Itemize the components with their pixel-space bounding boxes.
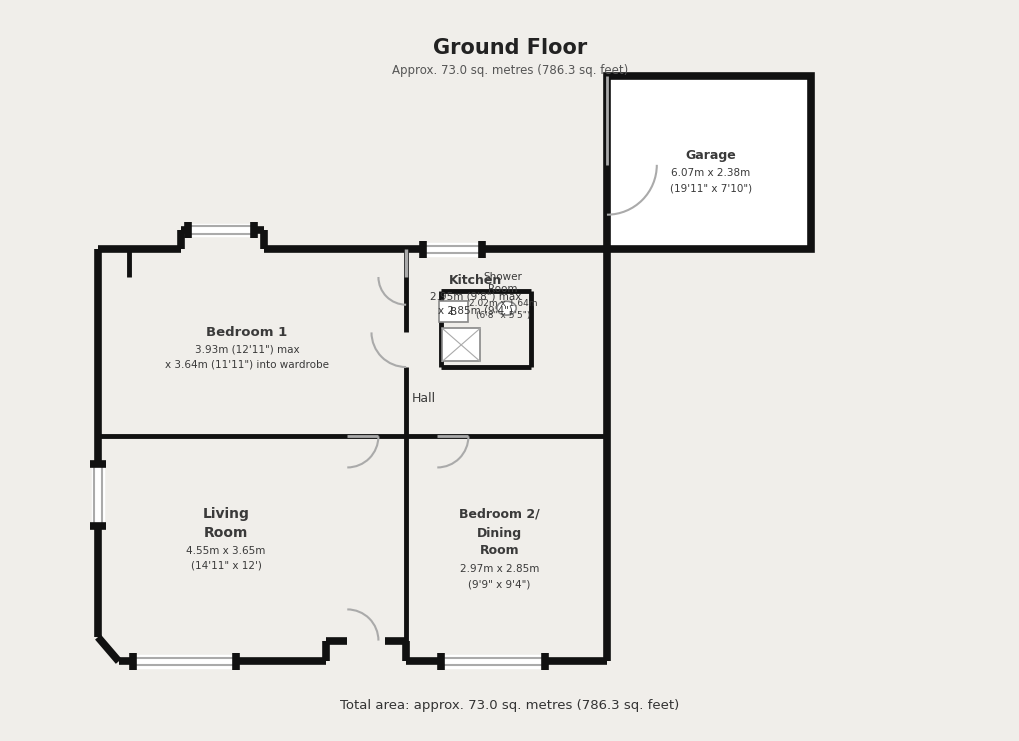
Text: (14'11" x 12'): (14'11" x 12') bbox=[191, 561, 261, 571]
Text: Shower: Shower bbox=[483, 272, 522, 282]
Polygon shape bbox=[187, 224, 254, 236]
Text: Ground Floor: Ground Floor bbox=[432, 39, 587, 58]
Polygon shape bbox=[132, 655, 236, 668]
Text: (19'11" x 7'10"): (19'11" x 7'10") bbox=[669, 183, 751, 193]
Text: Dining: Dining bbox=[477, 527, 522, 539]
Text: 2.95m (9'8") max: 2.95m (9'8") max bbox=[429, 291, 521, 302]
Text: Hall: Hall bbox=[411, 392, 435, 405]
Text: x 2.85m (9'4"): x 2.85m (9'4") bbox=[437, 305, 513, 315]
Bar bbox=[441, 328, 480, 362]
Text: Garage: Garage bbox=[685, 150, 736, 162]
Text: 2.97m x 2.85m: 2.97m x 2.85m bbox=[460, 564, 539, 574]
Text: Room: Room bbox=[488, 285, 518, 294]
Ellipse shape bbox=[496, 302, 516, 315]
Text: Approx. 73.0 sq. metres (786.3 sq. feet): Approx. 73.0 sq. metres (786.3 sq. feet) bbox=[391, 64, 628, 77]
Text: Total area: approx. 73.0 sq. metres (786.3 sq. feet): Total area: approx. 73.0 sq. metres (786… bbox=[340, 699, 679, 712]
Polygon shape bbox=[423, 243, 482, 256]
Polygon shape bbox=[92, 464, 104, 526]
Bar bbox=[439, 302, 468, 322]
Text: Bedroom 1: Bedroom 1 bbox=[206, 326, 287, 339]
Text: x 3.64m (11'11") into wardrobe: x 3.64m (11'11") into wardrobe bbox=[165, 360, 328, 370]
Text: (6'8" x 5'5"): (6'8" x 5'5") bbox=[476, 310, 530, 319]
Text: 2.02m x 1.64m: 2.02m x 1.64m bbox=[469, 299, 537, 308]
Text: Kitchen: Kitchen bbox=[448, 274, 501, 287]
Bar bbox=[606, 76, 810, 249]
Text: Living: Living bbox=[203, 507, 250, 521]
Text: B: B bbox=[450, 307, 458, 316]
Text: 4.55m x 3.65m: 4.55m x 3.65m bbox=[186, 545, 266, 556]
Text: 3.93m (12'11") max: 3.93m (12'11") max bbox=[195, 345, 299, 355]
Polygon shape bbox=[440, 655, 544, 668]
Text: Room: Room bbox=[479, 544, 519, 557]
Text: Room: Room bbox=[204, 526, 248, 540]
Text: 6.07m x 2.38m: 6.07m x 2.38m bbox=[671, 168, 750, 178]
Text: (9'9" x 9'4"): (9'9" x 9'4") bbox=[468, 579, 530, 590]
Text: Bedroom 2/: Bedroom 2/ bbox=[459, 508, 539, 520]
